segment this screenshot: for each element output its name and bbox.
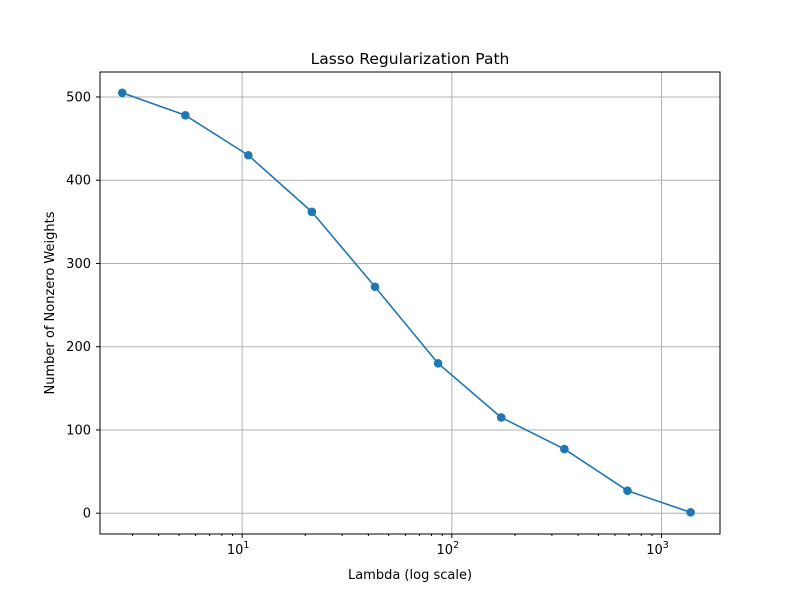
series-line-layer (121, 92, 691, 514)
y-tick-label: 100 (66, 423, 91, 438)
data-point-marker (181, 110, 190, 120)
x-tick-label: 103 (646, 540, 669, 558)
data-point-marker (370, 282, 380, 292)
plot-frame (99, 71, 721, 535)
data-point-marker (243, 150, 253, 160)
grid (100, 72, 720, 534)
x-tick-label: 102 (437, 540, 460, 558)
data-point-marker (433, 359, 443, 368)
chart-title: Lasso Regularization Path (311, 50, 510, 68)
markers-layer (117, 88, 695, 517)
x-axis-title: Lambda (log scale) (348, 568, 472, 583)
x-tick-label: 101 (227, 540, 250, 558)
y-tick-label: 500 (66, 90, 91, 105)
y-tick-label: 0 (83, 507, 91, 522)
data-point-marker (686, 508, 695, 517)
y-tick-label: 300 (66, 257, 91, 272)
y-tick-label: 400 (66, 174, 91, 189)
series-line (121, 92, 691, 514)
y-tick-label: 200 (66, 340, 91, 355)
data-point-marker (307, 207, 317, 217)
data-point-marker (117, 88, 127, 98)
data-point-marker (496, 413, 506, 422)
data-point-marker (560, 444, 569, 454)
y-axis-ticks: 0 100 200 300 400 500 (66, 90, 100, 522)
data-point-marker (623, 486, 632, 496)
x-axis-ticks: 101 102 103 (131, 534, 669, 558)
y-axis-title: Number of Nonzero Weights (43, 211, 58, 394)
